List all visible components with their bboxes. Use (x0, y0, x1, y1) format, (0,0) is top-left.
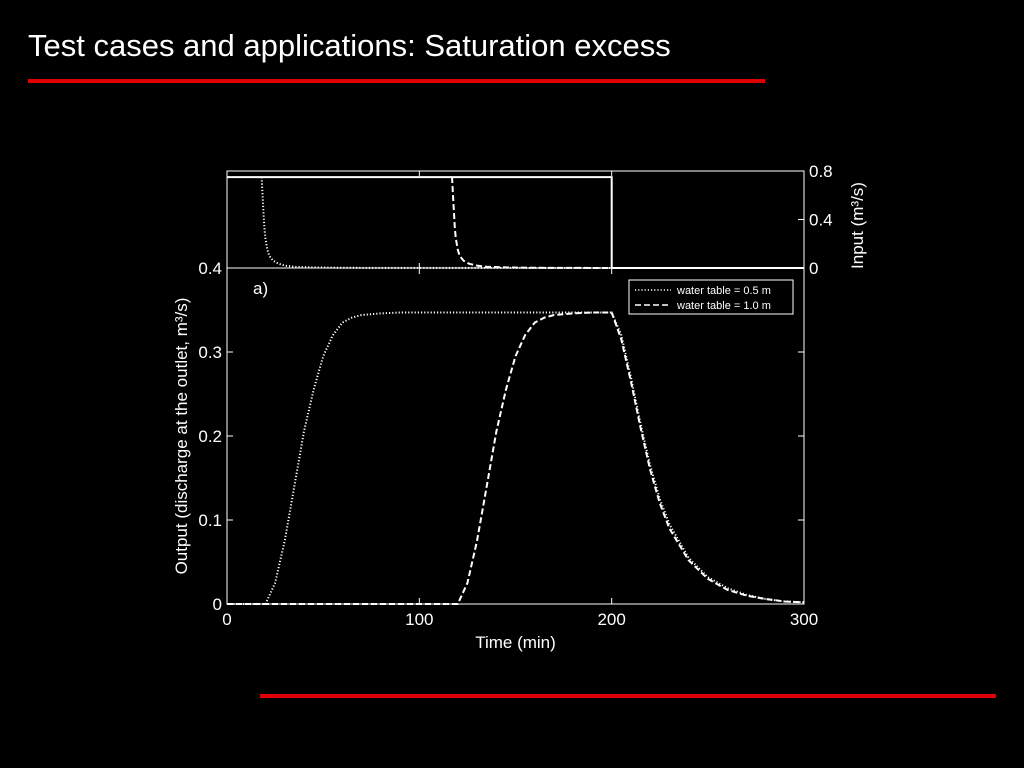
output-series-dashed (227, 311, 805, 605)
legend-entry-label: water table = 0.5 m (676, 285, 771, 297)
top-ylabel: Input (m³/s) (848, 182, 867, 269)
panel-annotation: a) (253, 279, 268, 298)
footer-rule (260, 694, 996, 698)
bottom-ytick-label: 0.2 (198, 427, 222, 446)
bottom-xlabel: Time (min) (475, 633, 556, 652)
title-underline (28, 79, 765, 83)
input-series-dashed (451, 177, 804, 269)
top-ytick-label: 0.8 (809, 162, 833, 181)
top-ytick-label: 0.4 (809, 211, 833, 230)
chart-legend: water table = 0.5 m water table = 1.0 m (628, 279, 794, 315)
bottom-ytick-label: 0.3 (198, 343, 222, 362)
bottom-ylabel: Output (discharge at the outlet, m³/s) (172, 298, 191, 575)
bottom-xtick-label: 100 (405, 610, 433, 629)
bottom-ytick-label: 0.1 (198, 511, 222, 530)
top-ytick-label: 0 (809, 259, 818, 278)
slide-title: Test cases and applications: Saturation … (28, 28, 671, 63)
top-panel-frame (226, 170, 805, 269)
bottom-panel-frame (226, 267, 805, 605)
bottom-ytick-label: 0 (213, 595, 222, 614)
output-series-dotted (227, 311, 805, 605)
bottom-ytick-label: 0.4 (198, 259, 222, 278)
bottom-xtick-label: 200 (597, 610, 625, 629)
legend-entry-label: water table = 1.0 m (676, 300, 771, 312)
input-series-dotted (260, 177, 804, 269)
bottom-xtick-label: 0 (222, 610, 231, 629)
legend-box (628, 279, 794, 315)
input-series-solid (227, 176, 804, 269)
bottom-xtick-label: 300 (790, 610, 818, 629)
